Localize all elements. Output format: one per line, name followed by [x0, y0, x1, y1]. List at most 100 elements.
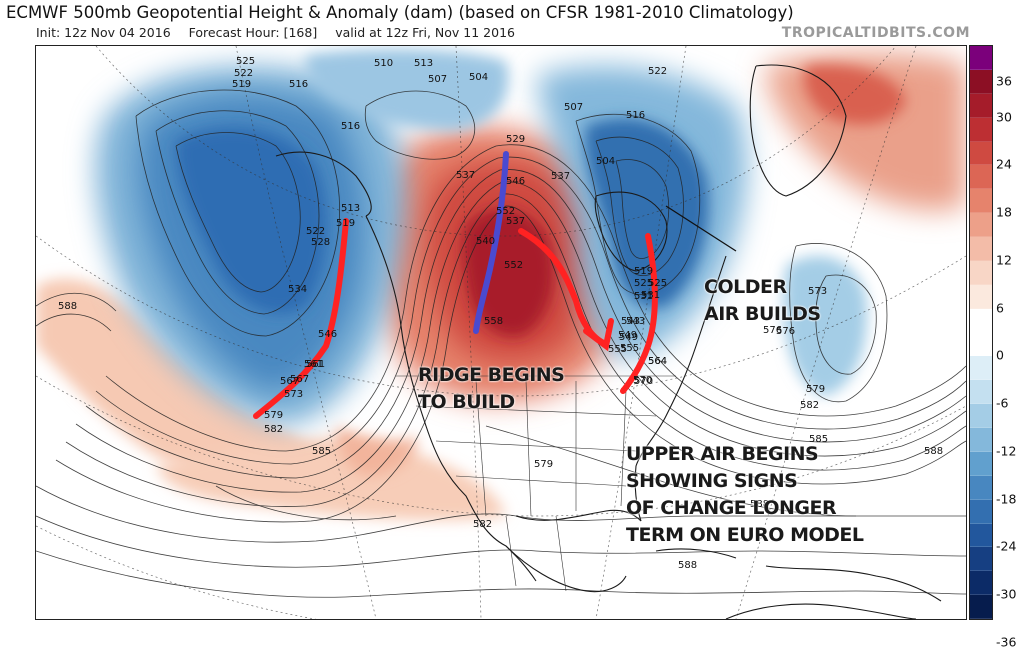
colorbar-segment: [970, 428, 992, 452]
height-label: 529: [506, 134, 526, 145]
height-label: 546: [506, 176, 526, 187]
height-label: 555: [620, 343, 640, 354]
colorbar-segment: [970, 237, 992, 261]
colorbar-segment: [970, 475, 992, 500]
height-label: 510: [374, 58, 394, 69]
colorbar-tick-label: 24: [996, 156, 1012, 172]
height-label: 513: [414, 58, 434, 69]
height-label: 507: [564, 102, 584, 113]
colorbar-segment: [970, 404, 992, 428]
greenland: [749, 64, 847, 197]
height-contours: [36, 89, 966, 598]
height-label: 525: [634, 278, 654, 289]
colorbar-segment: [970, 499, 992, 524]
colorbar-segment: [970, 571, 992, 596]
colorbar-segment: [970, 117, 992, 142]
state-borders: [396, 375, 676, 592]
anomaly-colorbar: [969, 45, 993, 620]
colorbar-segment: [970, 308, 992, 333]
chart-title: ECMWF 500mb Geopotential Height & Anomal…: [6, 3, 794, 22]
annotation-ridge: RIDGE BEGINS TO BUILD: [418, 362, 565, 416]
height-label: 513: [341, 203, 361, 214]
coastlines: [275, 64, 942, 619]
height-label: 564: [648, 356, 668, 367]
alaska-coast: [275, 151, 372, 217]
height-label: 504: [596, 156, 616, 167]
mexico: [505, 545, 627, 593]
height-label: 522: [648, 66, 668, 77]
colorbar-segment: [970, 260, 992, 285]
colorbar-segment: [970, 451, 992, 476]
height-label: 552: [496, 206, 516, 217]
annotation-colder-air: COLDER AIR BUILDS: [704, 274, 821, 328]
init-time: Init: 12z Nov 04 2016: [36, 25, 171, 40]
height-label: 546: [318, 329, 338, 340]
colorbar-tick-label: 30: [996, 109, 1012, 125]
height-label: 573: [808, 286, 828, 297]
height-label: 543: [626, 316, 646, 327]
colorbar-tick-label: 12: [996, 252, 1012, 268]
height-label: 576: [776, 326, 796, 337]
height-label: 570: [633, 375, 653, 386]
west-trough-line: [253, 218, 349, 419]
height-label: 579: [534, 459, 554, 470]
height-label: 579: [264, 410, 284, 421]
colorbar-tick-label: -24: [996, 538, 1017, 554]
east-trough-line: [620, 233, 658, 394]
height-label: 507: [428, 74, 448, 85]
colorbar-tick-label: 18: [996, 204, 1012, 220]
height-label: 567: [290, 374, 310, 385]
height-label: 516: [289, 79, 309, 90]
height-label: 519: [232, 79, 252, 90]
height-label: 525: [648, 278, 668, 289]
annotation-line: UPPER AIR BEGINS: [626, 443, 819, 465]
height-label: 564: [648, 356, 668, 367]
valid-time: valid at 12z Fri, Nov 11 2016: [335, 25, 515, 40]
colorbar-segment: [970, 380, 992, 405]
colorbar-tick-label: -18: [996, 491, 1017, 507]
height-label: 516: [626, 110, 646, 121]
colorbar-segment: [970, 46, 992, 70]
height-label: 585: [809, 434, 829, 445]
flow-arrow-head: [583, 318, 614, 352]
height-label: 522: [306, 226, 326, 237]
height-label: 534: [288, 284, 308, 295]
height-label: 555: [608, 344, 628, 355]
negative-anomaly-arctic: [305, 49, 509, 131]
height-label: 519: [336, 218, 356, 229]
colorbar-tick-label: -6: [996, 395, 1009, 411]
height-label: 588: [58, 301, 78, 312]
height-label: 519: [634, 266, 654, 277]
height-label: 576: [763, 325, 783, 336]
annotation-line: TO BUILD: [418, 391, 515, 413]
height-label: 561: [304, 359, 324, 370]
colorbar-segment: [970, 595, 992, 619]
colorbar-segment: [970, 69, 992, 94]
colorbar-tick-label: -30: [996, 586, 1017, 602]
colorbar-segment: [970, 523, 992, 548]
map-panel: 525 522 519 516 510 513 507 504 522 516 …: [35, 45, 967, 620]
colorbar-tick-label: -12: [996, 443, 1017, 459]
colorbar-segment: [970, 189, 992, 214]
colorbar-segment: [970, 213, 992, 237]
colorbar-segment: [970, 356, 992, 381]
annotation-upper-air: UPPER AIR BEGINS SHOWING SIGNS OF CHANGE…: [626, 441, 864, 549]
colorbar-tick-label: -36: [996, 634, 1017, 649]
colorbar-tick-label: 36: [996, 73, 1012, 89]
colorbar-tick-label: 0: [996, 347, 1004, 363]
site-watermark[interactable]: TROPICALTIDBITS.COM: [781, 25, 970, 41]
chart-subtitle: Init: 12z Nov 04 2016 Forecast Hour: [16…: [36, 25, 529, 40]
height-label: 570: [634, 376, 654, 387]
colorbar-segment: [970, 165, 992, 190]
ridge-axis-line: [473, 151, 509, 334]
height-label: 537: [506, 216, 526, 227]
height-label: 558: [484, 316, 504, 327]
height-label: 561: [306, 359, 326, 370]
height-label: 537: [456, 170, 476, 181]
negative-anomaly-hudson-core: [585, 118, 709, 308]
caribbean: [765, 565, 942, 602]
height-label: 549: [618, 330, 638, 341]
annotation-line: TERM ON EURO MODEL: [626, 524, 864, 546]
negative-anomaly-atlantic: [783, 256, 867, 396]
height-label: 540: [476, 236, 496, 247]
